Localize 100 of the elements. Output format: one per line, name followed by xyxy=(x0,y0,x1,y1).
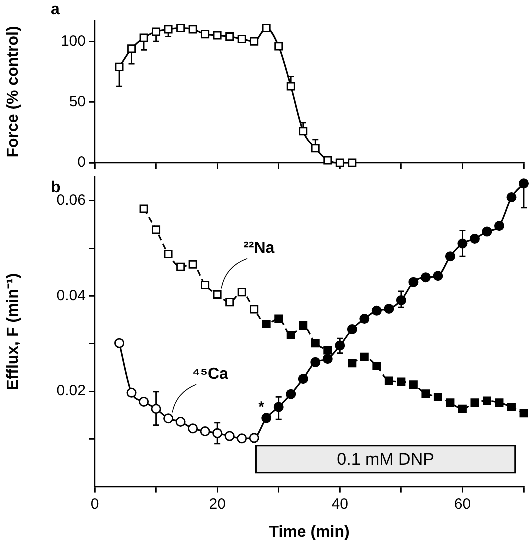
point xyxy=(470,234,480,244)
series-label: ²²Na xyxy=(244,240,275,258)
y-tick-label: 0.04 xyxy=(56,287,86,304)
point xyxy=(494,221,504,232)
point xyxy=(446,398,455,408)
point xyxy=(348,158,357,168)
point xyxy=(152,28,161,36)
point xyxy=(311,339,320,348)
chart-title: a xyxy=(51,1,60,18)
point xyxy=(140,34,148,42)
point xyxy=(286,82,296,91)
y-tick-label: 100 xyxy=(60,32,86,50)
point xyxy=(372,306,382,316)
point xyxy=(250,305,259,314)
point xyxy=(249,433,260,444)
point xyxy=(286,389,296,400)
point xyxy=(408,277,419,288)
point xyxy=(188,424,198,434)
point xyxy=(238,288,246,297)
point xyxy=(482,226,492,237)
x-tick-label: 60 xyxy=(454,496,472,513)
y-tick-label: 0 xyxy=(78,154,86,172)
point xyxy=(176,24,186,33)
point xyxy=(176,262,186,272)
point xyxy=(115,62,124,72)
annotation: * xyxy=(258,398,265,416)
point xyxy=(520,409,528,418)
y-tick-label: 0.02 xyxy=(56,382,86,400)
point xyxy=(470,398,480,408)
point xyxy=(482,396,492,406)
point xyxy=(335,340,346,351)
point xyxy=(200,426,210,437)
y-axis-title: Force (% control) xyxy=(5,26,22,158)
point xyxy=(396,295,406,306)
point xyxy=(226,32,234,42)
point xyxy=(151,404,162,414)
point xyxy=(299,321,308,330)
point xyxy=(336,158,344,168)
point xyxy=(409,380,418,390)
point xyxy=(114,338,125,348)
point xyxy=(458,238,468,249)
point xyxy=(348,359,357,368)
y-tick-label: 50 xyxy=(69,93,86,110)
point xyxy=(506,192,517,202)
point xyxy=(360,352,369,362)
point xyxy=(384,376,394,386)
point xyxy=(164,25,173,34)
y-tick-label: 0.06 xyxy=(56,192,86,209)
point xyxy=(434,392,442,402)
point xyxy=(495,398,504,408)
point xyxy=(299,127,308,136)
point xyxy=(508,402,516,412)
point xyxy=(152,226,161,234)
point xyxy=(311,144,320,153)
x-tick-label: 0 xyxy=(90,496,100,513)
point xyxy=(384,304,394,314)
point xyxy=(372,362,382,370)
point xyxy=(212,428,223,438)
x-tick-label: 20 xyxy=(209,496,226,513)
point xyxy=(274,314,284,324)
point xyxy=(164,250,173,258)
point xyxy=(201,280,210,290)
point xyxy=(176,416,186,427)
point xyxy=(126,388,137,398)
point xyxy=(140,204,148,214)
text: ⁴⁵Ca xyxy=(192,366,229,384)
point xyxy=(213,31,222,40)
band-label: 0.1 mM DNP xyxy=(337,450,434,469)
point xyxy=(128,44,136,54)
point xyxy=(324,346,332,355)
x-axis-title: Time (min) xyxy=(269,524,350,541)
point xyxy=(250,37,259,46)
point xyxy=(274,402,284,412)
point xyxy=(310,357,321,368)
point xyxy=(360,314,370,324)
point xyxy=(188,25,198,34)
point xyxy=(298,374,308,384)
point xyxy=(324,156,332,165)
point xyxy=(237,434,248,444)
point xyxy=(347,324,358,335)
point xyxy=(445,252,456,262)
point xyxy=(139,396,150,407)
point xyxy=(433,271,444,282)
point xyxy=(188,260,198,269)
point xyxy=(262,320,271,329)
x-tick-label: 40 xyxy=(332,496,348,513)
point xyxy=(262,413,272,424)
point xyxy=(420,272,431,283)
point xyxy=(286,331,296,340)
y-axis-title: Efflux, F (min⁻¹) xyxy=(5,273,22,390)
point xyxy=(224,431,235,442)
point xyxy=(458,404,467,414)
point xyxy=(164,414,174,424)
point xyxy=(422,390,430,398)
point xyxy=(322,354,333,364)
point xyxy=(519,178,529,189)
point xyxy=(213,290,222,299)
point xyxy=(397,378,406,386)
point xyxy=(226,298,234,307)
point xyxy=(201,30,210,39)
